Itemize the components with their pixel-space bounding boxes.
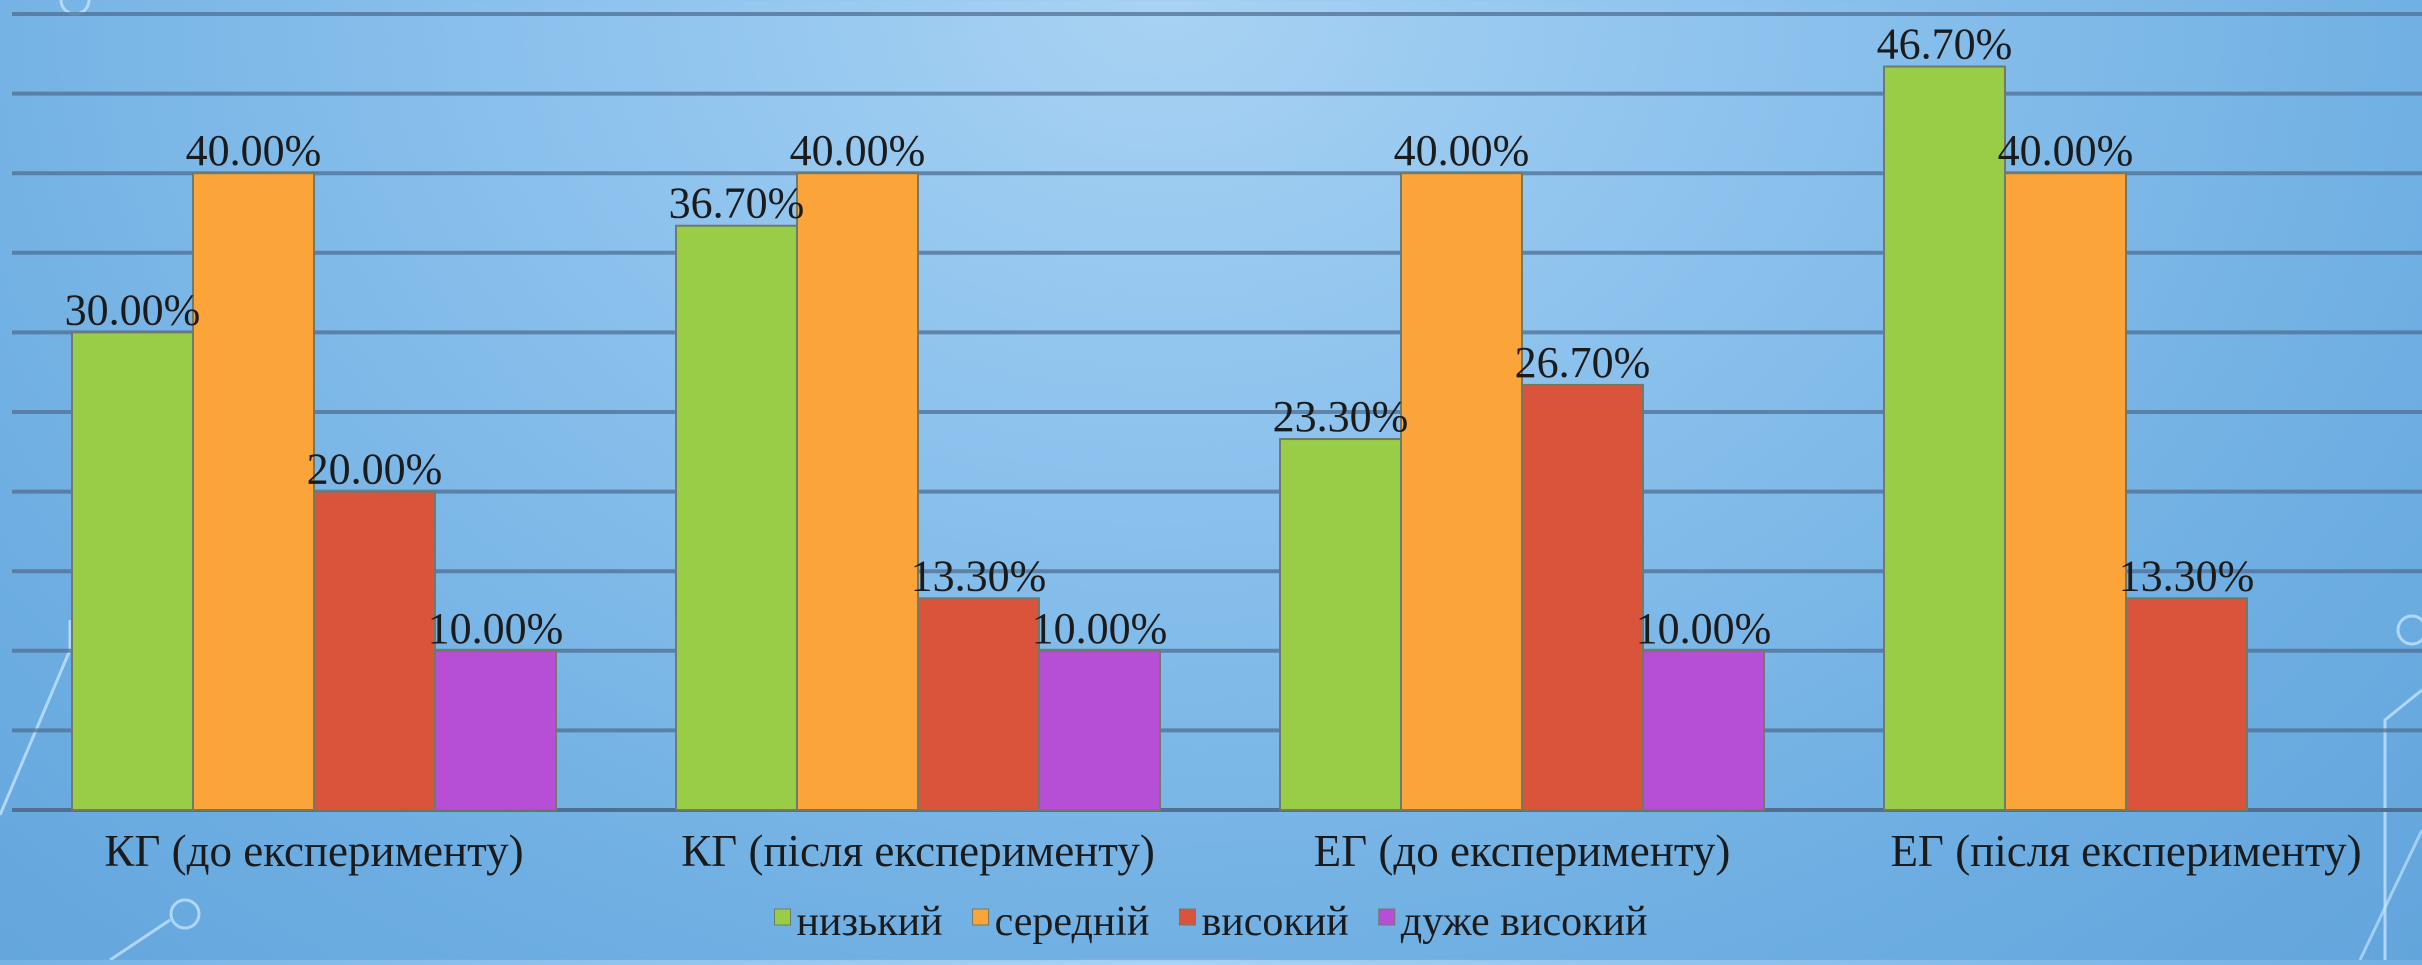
circuit-line-right-2 bbox=[2358, 829, 2422, 961]
bar-високий-2 bbox=[917, 597, 1040, 811]
x-tick-label: ЕГ (до експерименту) bbox=[1314, 826, 1731, 876]
data-label: 20.00% bbox=[307, 445, 443, 494]
data-label: 40.00% bbox=[186, 126, 322, 175]
bars-layer bbox=[71, 65, 2248, 811]
x-tick-label: КГ (після експерименту) bbox=[681, 826, 1155, 876]
circuit-line-right bbox=[2383, 688, 2422, 960]
data-label: 40.00% bbox=[1394, 126, 1530, 175]
x-tick-label: ЕГ (після експерименту) bbox=[1890, 826, 2361, 876]
bar-високий-3 bbox=[1521, 383, 1644, 811]
x-tick-label: КГ (до експерименту) bbox=[104, 826, 523, 876]
bar-середній-4 bbox=[2004, 172, 2127, 811]
bar-середній-1 bbox=[192, 172, 315, 811]
bar-низький-3 bbox=[1279, 438, 1402, 811]
bar-дуже-високий-3 bbox=[1642, 649, 1765, 811]
legend-swatch bbox=[1378, 908, 1396, 926]
legend-label: середній bbox=[995, 899, 1150, 945]
data-label: 10.00% bbox=[428, 604, 564, 653]
data-label: 10.00% bbox=[1032, 604, 1168, 653]
bar-низький-1 bbox=[71, 331, 194, 811]
bar-низький-2 bbox=[675, 224, 798, 811]
bar-середній-3 bbox=[1400, 172, 1523, 811]
data-label: 30.00% bbox=[65, 285, 201, 334]
bar-дуже-високий-1 bbox=[434, 649, 557, 811]
data-label: 36.70% bbox=[669, 179, 805, 228]
legend-label: високий bbox=[1201, 899, 1348, 945]
data-label: 46.70% bbox=[1877, 20, 2013, 69]
data-label: 40.00% bbox=[790, 126, 926, 175]
data-label: 23.30% bbox=[1273, 392, 1409, 441]
circuit-node-right bbox=[2396, 614, 2422, 646]
legend-label: дуже високий bbox=[1401, 899, 1648, 945]
bar-високий-4 bbox=[2125, 597, 2248, 811]
legend-item-дуже-високий: дуже високий bbox=[1378, 899, 1648, 945]
circuit-node-top bbox=[59, 0, 91, 16]
legend-item-високий: високий bbox=[1178, 899, 1349, 945]
circuit-line-left-bottom bbox=[109, 918, 171, 962]
x-axis-labels: КГ (до експерименту) КГ (після експеримен… bbox=[104, 826, 2361, 876]
data-label: 40.00% bbox=[1998, 126, 2134, 175]
data-label: 10.00% bbox=[1636, 604, 1772, 653]
bar-низький-4 bbox=[1883, 65, 2006, 811]
bar-високий-1 bbox=[313, 490, 436, 811]
legend-swatch bbox=[1178, 908, 1196, 926]
data-label: 13.30% bbox=[2119, 551, 2255, 600]
bar-середній-2 bbox=[796, 172, 919, 811]
legend-label: низький bbox=[797, 899, 943, 945]
circuit-node-left bbox=[169, 898, 201, 930]
data-label: 13.30% bbox=[911, 551, 1047, 600]
legend-item-середній: середній bbox=[972, 899, 1150, 945]
legend: низький середній високий дуже високий bbox=[774, 899, 1648, 945]
data-labels-layer: 30.00%40.00%20.00%10.00%36.70%40.00%13.3… bbox=[65, 20, 2255, 653]
legend-swatch bbox=[972, 908, 990, 926]
legend-swatch bbox=[774, 908, 792, 926]
data-label: 26.70% bbox=[1515, 338, 1651, 387]
bar-дуже-високий-2 bbox=[1038, 649, 1161, 811]
legend-item-низький: низький bbox=[774, 899, 943, 945]
